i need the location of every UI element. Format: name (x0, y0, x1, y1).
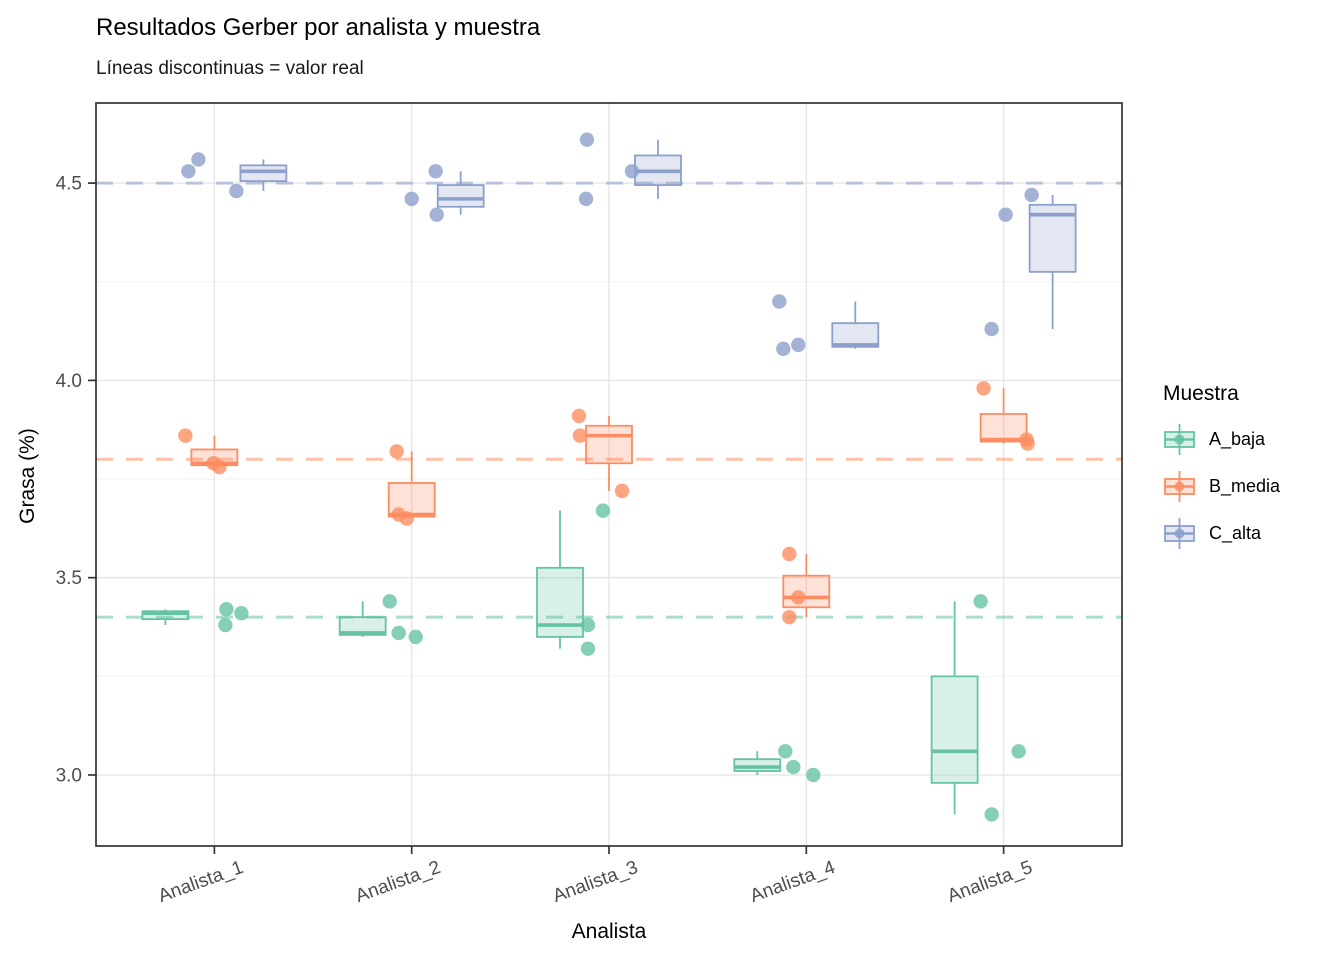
jitter-point (408, 629, 423, 645)
jitter-point (399, 511, 414, 526)
jitter-point (391, 625, 406, 641)
boxplot-analista_5-a_baja (930, 601, 979, 815)
legend-title: Muestra (1163, 382, 1239, 405)
x-tick-label: Analista_2 (353, 857, 444, 907)
x-tick-label: Analista_1 (156, 857, 247, 907)
boxplot-analista_1-c_alta (239, 159, 288, 191)
legend-label: C_alta (1209, 523, 1262, 543)
jitter-point (571, 408, 587, 424)
y-tick-label: 3.5 (56, 568, 82, 589)
boxplot-key-icon (1164, 518, 1195, 549)
jitter-point (229, 183, 244, 199)
boxplot-analista_1-a_baja (141, 609, 190, 626)
jitter-point (181, 164, 196, 179)
boxplot-analista_5-c_alta (1028, 194, 1077, 330)
jitter-point (984, 321, 999, 337)
legend-label: B_media (1209, 476, 1281, 496)
jitter-point (791, 337, 806, 353)
jitter-point (614, 483, 630, 499)
legend-label: A_baja (1209, 429, 1266, 449)
boxplot-analista_4-b_media (782, 554, 831, 618)
chart-subtitle: Líneas discontinuas = valor real (96, 58, 364, 79)
jitter-point (234, 605, 249, 621)
jitter-point (973, 594, 988, 609)
legend: Muestra A_baja B_media C_alta (1161, 382, 1280, 557)
jitter-point (778, 744, 793, 759)
chart-title: Resultados Gerber por analista y muestra (96, 14, 541, 41)
boxplot-analista_2-c_alta (436, 171, 485, 215)
jitter-point (776, 341, 791, 357)
x-tick-label: Analista_3 (550, 857, 641, 907)
jitter-point (624, 164, 640, 179)
jitter-point (191, 152, 206, 167)
y-axis-title: Grasa (%) (16, 428, 39, 524)
boxplot-analista_3-c_alta (634, 139, 682, 199)
boxplot-analista_4-c_alta (831, 301, 880, 349)
x-axis-title: Analista (571, 920, 647, 943)
jitter-point (580, 641, 596, 656)
jitter-point (772, 294, 787, 309)
boxplot-analista_5-b_media (979, 388, 1028, 444)
boxplot-key-icon (1164, 471, 1195, 502)
jitter-point (1024, 187, 1039, 203)
legend-item-c-alta: C_alta (1161, 510, 1280, 557)
jitter-point (1020, 436, 1035, 451)
jitter-point (429, 207, 444, 222)
jitter-point (382, 594, 397, 609)
y-tick-label: 4.0 (56, 371, 82, 392)
jitter-point (595, 503, 611, 518)
boxplot-analista_3-b_media (585, 415, 633, 491)
jitter-point (404, 191, 419, 207)
jitter-point (782, 609, 797, 625)
boxplot-analista_3-a_baja (536, 510, 584, 649)
jitter-point (219, 602, 234, 617)
x-tick-label: Analista_5 (945, 857, 1036, 907)
jitter-point (212, 460, 227, 475)
boxplot-analista_2-a_baja (338, 601, 387, 637)
boxplot-key-icon (1164, 424, 1195, 455)
jitter-point (984, 807, 999, 822)
jitter-point (976, 381, 991, 396)
legend-item-a-baja: A_baja (1161, 416, 1280, 463)
y-tick-label: 4.5 (56, 174, 82, 195)
jitter-point (389, 444, 404, 459)
jitter-point (578, 191, 594, 207)
jitter-point (806, 767, 821, 783)
jitter-point (998, 207, 1013, 222)
x-tick-label: Analista_4 (747, 857, 838, 907)
jitter-point (572, 428, 588, 443)
jitter-point (579, 132, 595, 147)
y-tick-label: 3.0 (56, 765, 82, 786)
jitter-point (580, 617, 596, 633)
boxplot-analista_4-a_baja (733, 751, 782, 775)
legend-item-b-media: B_media (1161, 463, 1280, 510)
jitter-point (218, 617, 233, 633)
jitter-point (791, 590, 806, 605)
jitter-point (786, 759, 801, 775)
jitter-point (178, 428, 193, 443)
jitter-point (782, 546, 797, 562)
jitter-point (1011, 744, 1026, 759)
jitter-point (428, 164, 443, 179)
